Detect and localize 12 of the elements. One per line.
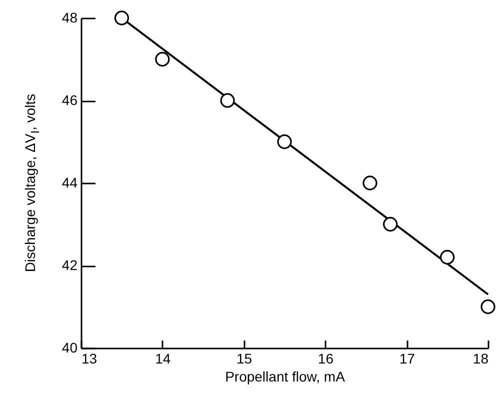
x-tick-label: 15 — [236, 350, 252, 366]
x-tick-label: 13 — [82, 350, 98, 366]
y-tick-label: 44 — [62, 174, 78, 190]
y-tick-label: 48 — [62, 10, 78, 26]
x-tick-label: 18 — [472, 350, 489, 366]
x-tick-label: 14 — [155, 350, 171, 366]
x-tick-label: 17 — [399, 350, 416, 366]
x-axis-title: Propellant flow, mA — [225, 368, 346, 384]
y-tick-label: 40 — [62, 340, 78, 356]
y-tick-label: 42 — [62, 257, 78, 273]
x-tick-label: 16 — [318, 350, 334, 366]
y-tick-label: 46 — [62, 92, 78, 108]
